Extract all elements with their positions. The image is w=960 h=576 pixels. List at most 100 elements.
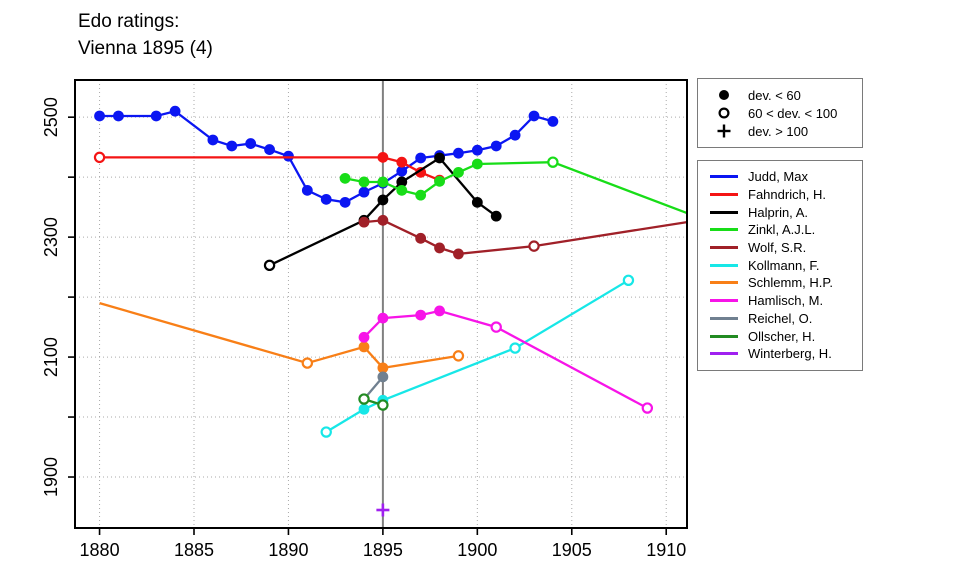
data-point-open	[452, 350, 465, 362]
data-point-filled	[283, 150, 294, 162]
data-point-open	[377, 399, 389, 411]
data-point-filled	[396, 156, 408, 168]
legend-player-name: Reichel, O.	[748, 310, 813, 326]
data-point-open	[547, 156, 559, 168]
data-point-filled	[509, 129, 521, 141]
data-point-filled	[358, 176, 370, 188]
x-tick-label: 1895	[363, 540, 403, 560]
deviation-legend-label: dev. < 60	[748, 87, 801, 103]
data-point-filled	[358, 331, 370, 343]
legend-item-ollscher-h: Ollscher, H.	[708, 327, 852, 345]
data-point-filled	[415, 309, 427, 321]
data-point-filled	[226, 140, 238, 152]
legend-color-line	[710, 228, 738, 232]
x-tick-label: 1880	[80, 540, 120, 560]
data-point-filled	[453, 147, 464, 159]
chart-title: Edo ratings: Vienna 1895 (4)	[78, 8, 213, 62]
deviation-legend-label: 60 < dev. < 100	[748, 105, 838, 121]
data-point-open	[490, 321, 502, 333]
legend-item-kollmann-f: Kollmann, F.	[708, 256, 852, 274]
data-point-filled	[490, 210, 502, 222]
data-point-open	[509, 342, 521, 354]
data-point-filled	[434, 305, 445, 317]
data-point-filled	[358, 186, 370, 198]
data-point-open	[320, 426, 332, 438]
deviation-legend: dev. < 60 60 < dev. < 100 dev. > 100	[697, 78, 863, 148]
legend-color-line	[710, 299, 738, 303]
data-point-filled	[415, 189, 427, 201]
legend-player-name: Schlemm, H.P.	[748, 275, 834, 291]
series-judd-max	[94, 105, 559, 208]
data-point-filled	[377, 176, 389, 188]
legend-color-line	[710, 210, 738, 214]
legend-color-line	[710, 352, 738, 356]
series-line	[99, 156, 441, 182]
plot-frame	[74, 79, 688, 529]
deviation-legend-item: dev. > 100	[708, 122, 852, 140]
data-point-filled	[528, 110, 540, 122]
filled-circle-icon	[708, 87, 740, 103]
series-ollscher-h	[358, 393, 389, 411]
data-point-filled	[377, 371, 389, 383]
data-point-filled	[207, 134, 219, 146]
deviation-legend-label: dev. > 100	[748, 123, 809, 139]
legend-player-name: Zinkl, A.J.L.	[748, 222, 816, 238]
data-point-filled	[396, 184, 408, 196]
data-point-open	[263, 259, 276, 272]
data-point-filled	[358, 403, 370, 415]
data-point-filled	[434, 242, 445, 254]
data-point-filled	[169, 105, 181, 117]
y-tick-label: 2100	[41, 337, 61, 377]
data-point-filled	[339, 172, 351, 184]
series-hamlisch-m	[358, 305, 654, 414]
y-tick-label: 1900	[41, 457, 61, 497]
data-point-filled	[264, 144, 275, 155]
data-point-open	[301, 357, 314, 369]
data-point-filled	[377, 362, 389, 374]
gridlines	[75, 80, 687, 528]
legend-player-name: Winterberg, H.	[748, 346, 832, 362]
data-point-filled	[415, 232, 427, 244]
series-line	[99, 301, 459, 370]
x-tick-label: 1910	[646, 540, 686, 560]
data-point-filled	[150, 110, 162, 122]
data-point-open	[93, 151, 106, 164]
data-point-filled	[113, 110, 124, 122]
data-point-filled	[453, 166, 464, 178]
data-point-filled	[453, 248, 464, 260]
legend-item-schlemm-h-p: Schlemm, H.P.	[708, 274, 852, 292]
series-zinkl-a-j-l	[339, 156, 688, 215]
legend-color-line	[710, 281, 738, 285]
legend-player-name: Judd, Max	[748, 169, 808, 185]
legend-color-line	[710, 193, 738, 197]
legend-item-zinkl-a-j-l: Zinkl, A.J.L.	[708, 221, 852, 239]
legend-player-name: Halprin, A.	[748, 204, 808, 220]
data-point-filled	[471, 144, 483, 156]
data-point-filled	[471, 158, 483, 170]
data-point-filled	[490, 140, 502, 152]
series-winterberg-h	[376, 503, 390, 517]
legend-item-halprin-a: Halprin, A.	[708, 203, 852, 221]
legend-color-line	[710, 175, 738, 179]
data-point-filled	[396, 176, 408, 188]
data-point-filled	[377, 312, 389, 324]
legend-player-name: Fahndrich, H.	[748, 187, 827, 203]
data-point-filled	[547, 115, 559, 127]
series-line	[344, 161, 688, 215]
y-tick-label: 2500	[41, 97, 61, 137]
legend-item-hamlisch-m: Hamlisch, M.	[708, 292, 852, 310]
x-axis-ticks: 1880 1885 1890 1895 1900 1905 1910	[80, 528, 686, 560]
deviation-legend-item: dev. < 60	[708, 86, 852, 104]
data-point-filled	[339, 196, 351, 208]
data-point-filled	[434, 152, 445, 164]
legend-item-wolf-s-r: Wolf, S.R.	[708, 239, 852, 257]
data-point-filled	[358, 341, 370, 353]
legend-item-winterberg-h: Winterberg, H.	[708, 345, 852, 363]
legend-color-line	[710, 263, 738, 267]
data-point-filled	[377, 151, 389, 163]
plus-icon	[708, 123, 740, 139]
data-point-filled	[377, 214, 389, 226]
legend-player-name: Wolf, S.R.	[748, 240, 807, 256]
data-point-filled	[396, 165, 408, 177]
